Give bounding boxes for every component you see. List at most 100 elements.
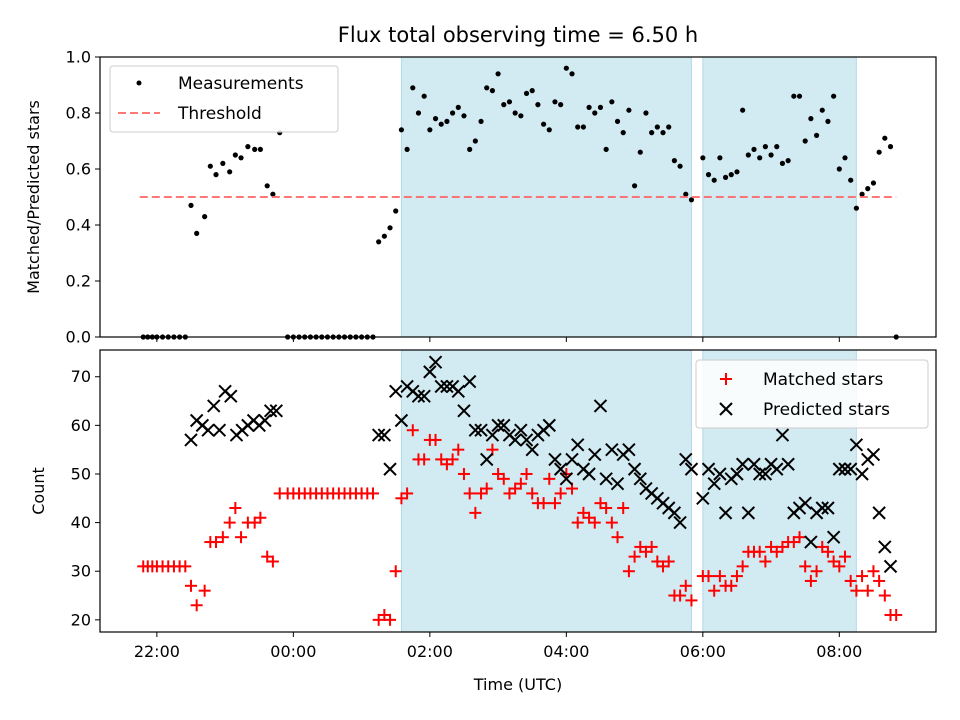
measurement-point [728, 172, 734, 178]
matched-star-point [216, 531, 229, 544]
matched-star-point [708, 584, 721, 597]
measurement-point [876, 149, 882, 155]
measurement-point [421, 93, 427, 99]
measurement-point [859, 191, 865, 197]
measurement-point [569, 71, 575, 77]
predicted-star-point [627, 462, 642, 476]
measurement-point [688, 197, 695, 203]
matched-star-point [235, 531, 248, 544]
matched-star-point [702, 570, 715, 583]
matched-star-point [736, 560, 749, 573]
matched-star-point [674, 589, 687, 602]
predicted-star-point [508, 433, 522, 447]
predicted-star-point [855, 467, 869, 481]
predicted-star-point [747, 457, 761, 471]
predicted-star-point [701, 462, 716, 476]
measurement-point [836, 166, 842, 172]
matched-star-point [463, 487, 476, 500]
predicted-star-point [553, 462, 568, 476]
predicted-star-point [371, 428, 386, 442]
measurement-point [882, 135, 888, 141]
predicted-star-point [741, 506, 756, 520]
measurement-point [808, 116, 814, 122]
predicted-star-point [263, 404, 278, 418]
matched-star-point [645, 540, 658, 553]
matched-star-point [254, 511, 267, 524]
predicted-star-point [462, 374, 477, 389]
measurement-point [654, 124, 660, 130]
measurement-point [609, 99, 615, 105]
x-tick-label: 08:00 [816, 642, 862, 661]
ratio-panel: 0.0 0.2 0.4 0.6 0.8 1.0 Matched/Predicted sta… [24, 48, 937, 347]
measurement-point [427, 127, 433, 133]
top-legend: Measurements Threshold [109, 65, 339, 133]
predicted-star-point [468, 423, 483, 437]
measurement-point [597, 104, 604, 110]
matched-star-point [184, 579, 197, 592]
measurement-point [563, 65, 569, 71]
bottom-x-ticks: 22:00 00:00 02:00 04:00 06:00 08:00 [134, 632, 862, 661]
matched-star-point [605, 516, 618, 529]
x-tick-label: 04:00 [543, 642, 589, 661]
matched-star-point [730, 570, 743, 583]
matched-star-point [759, 555, 772, 568]
matched-star-point [537, 497, 550, 510]
predicted-star-point [735, 457, 750, 471]
top-axes-frame [99, 56, 937, 338]
matched-star-point [873, 574, 886, 587]
measurement-point [791, 93, 797, 99]
measurement-point [438, 121, 444, 127]
predicted-star-point [485, 428, 500, 442]
measurement-point [387, 225, 393, 231]
measurement-point [506, 99, 513, 105]
y-tick-label: 70 [71, 367, 91, 386]
predicted-star-point [269, 404, 284, 418]
predicted-star-point [878, 540, 892, 554]
matched-star-point [389, 565, 402, 578]
measurement-point [813, 132, 820, 138]
predicted-star-point [730, 467, 744, 481]
predicted-star-point [775, 428, 790, 442]
legend-measurements-label: Measurements [178, 74, 304, 94]
x-tick-label: 22:00 [134, 642, 180, 661]
predicted-star-point [258, 413, 272, 428]
y-tick-label: 0.8 [66, 104, 91, 123]
predicted-star-point [849, 438, 864, 452]
predicted-star-point [377, 428, 392, 442]
matched-star-point [543, 472, 556, 485]
measurement-point [270, 191, 276, 197]
top-plot-area [139, 65, 899, 340]
predicted-star-point [673, 515, 687, 530]
measurement-point [432, 116, 439, 122]
measurement-point [207, 163, 213, 169]
predicted-star-point [599, 472, 613, 486]
predicted-star-point [440, 379, 454, 394]
measurement-point [461, 113, 467, 119]
measurement-point [802, 138, 808, 144]
measurement-point [455, 104, 461, 110]
predicted-star-point [713, 467, 727, 481]
measurement-point [586, 104, 592, 110]
matched-star-point [685, 594, 698, 607]
bottom-y-ticks: 20 30 40 50 60 70 [71, 367, 100, 629]
predicted-star-point [497, 418, 511, 433]
measurement-point [734, 169, 740, 175]
matched-star-point [497, 472, 510, 485]
predicted-star-point [474, 423, 488, 437]
predicted-star-point [770, 462, 784, 476]
predicted-star-point [525, 442, 539, 457]
matched-star-point [600, 502, 613, 515]
matched-star-point [452, 443, 465, 456]
predicted-star-point [434, 379, 448, 394]
measurement-point [631, 183, 638, 189]
matched-star-point [799, 560, 812, 573]
measurement-point [842, 155, 848, 161]
measurement-point [649, 130, 655, 136]
predicted-star-point [605, 442, 619, 457]
matched-star-point [833, 560, 846, 573]
predicted-star-point [832, 462, 847, 476]
predicted-star-point [394, 413, 409, 428]
matched-star-point [418, 453, 431, 466]
predicted-star-point [559, 472, 574, 486]
predicted-star-point [491, 418, 505, 433]
